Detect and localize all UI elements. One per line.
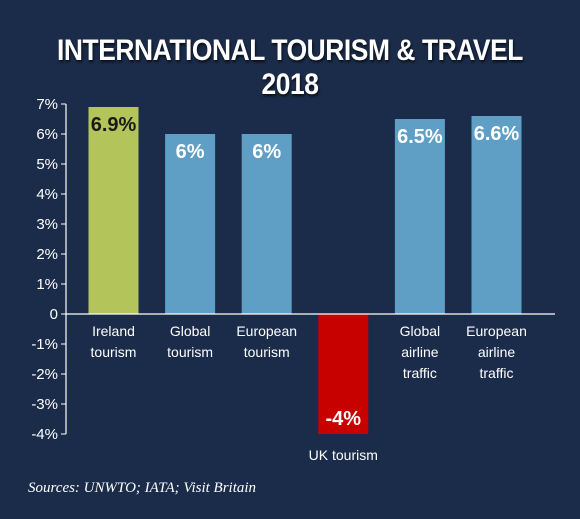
y-tick-label-6: 1%: [36, 276, 58, 293]
y-tick-label-7: 0: [50, 306, 58, 323]
value-label-1: 6%: [176, 141, 205, 163]
category-label-3: UK tourism: [309, 447, 378, 463]
category-label-1: Global tourism: [167, 323, 213, 360]
chart-title: INTERNATIONAL TOURISM & TRAVEL 2018: [57, 34, 523, 101]
y-tick-label-1: 6%: [36, 126, 58, 143]
value-label-4: 6.5%: [397, 126, 443, 148]
bar-4: [394, 119, 445, 314]
value-label-3: -4%: [326, 408, 362, 430]
y-tick-label-0: 7%: [36, 96, 58, 113]
y-tick-label-8: -1%: [31, 336, 58, 353]
bar-5: [471, 116, 522, 314]
category-label-0: Ireland tourism: [91, 323, 137, 360]
category-label-5: European airline traffic: [466, 323, 527, 381]
y-tick-label-11: -4%: [31, 426, 58, 443]
value-label-0: 6.9%: [91, 114, 137, 136]
source-note: Sources: UNWTO; IATA; Visit Britain: [28, 480, 257, 496]
value-label-5: 6.6%: [474, 123, 520, 145]
y-tick-label-5: 2%: [36, 246, 58, 263]
bar-3: [318, 314, 369, 434]
value-label-2: 6%: [252, 141, 281, 163]
y-tick-label-4: 3%: [36, 216, 58, 233]
y-tick-label-10: -3%: [31, 396, 58, 413]
y-tick-label-2: 5%: [36, 156, 58, 173]
bar-1: [165, 134, 216, 314]
category-label-2: European tourism: [236, 323, 297, 360]
y-tick-label-3: 4%: [36, 186, 58, 203]
bar-0: [88, 107, 139, 314]
category-label-4: Global airline traffic: [400, 323, 440, 381]
y-tick-label-9: -2%: [31, 366, 58, 383]
bar-2: [241, 134, 292, 314]
